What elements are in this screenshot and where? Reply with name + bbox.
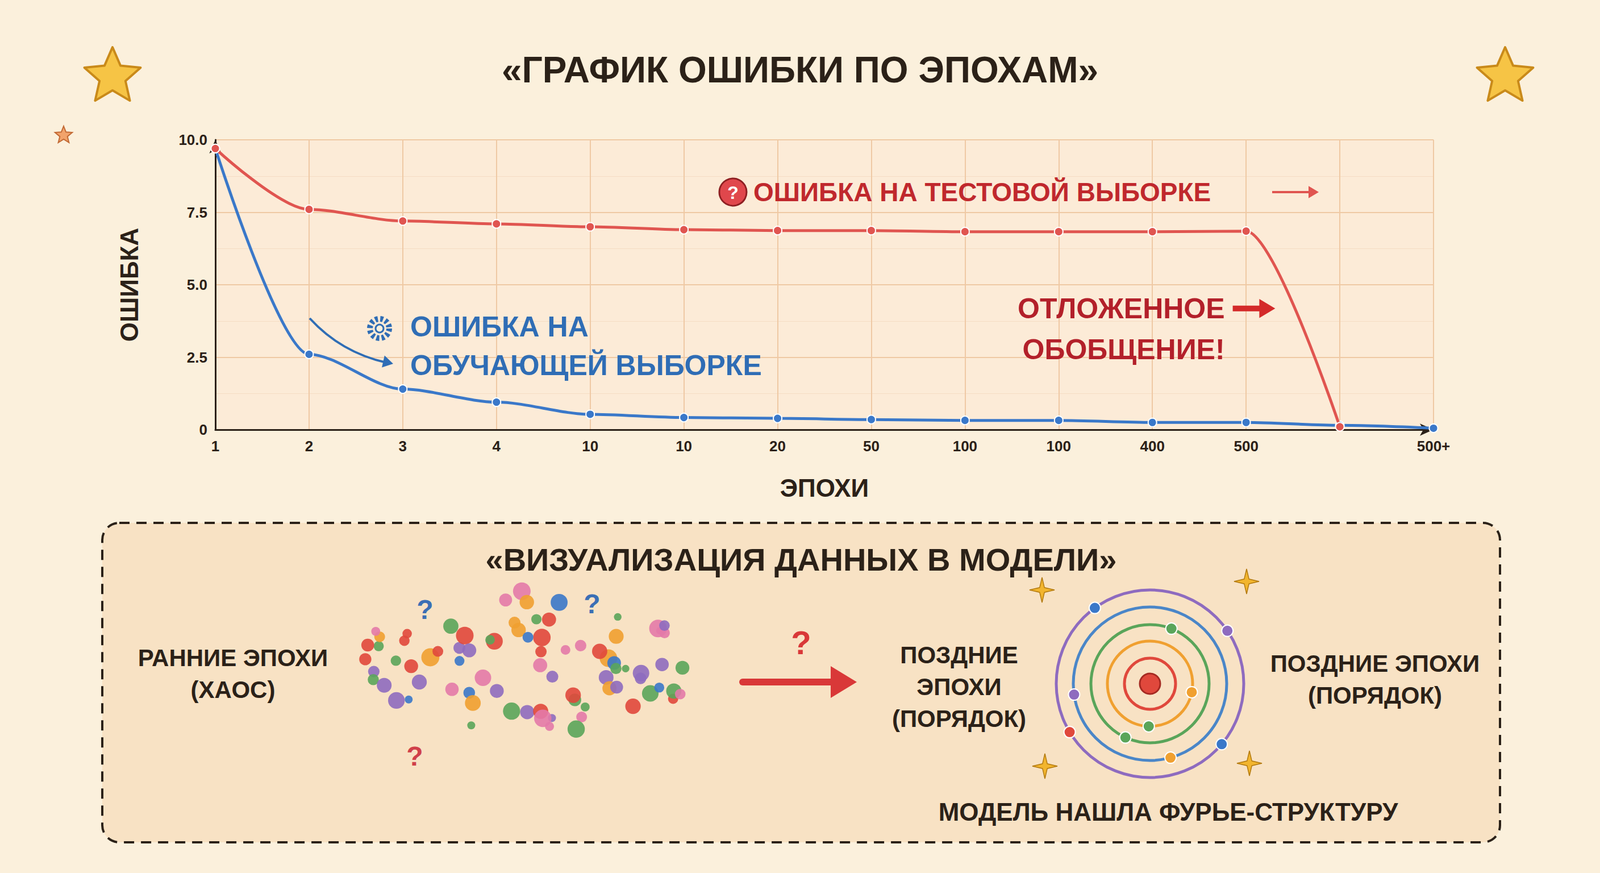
svg-text:10: 10 bbox=[675, 437, 693, 455]
svg-text:(ПОРЯДОК): (ПОРЯДОК) bbox=[1307, 681, 1443, 709]
svg-text:ЭПОХИ: ЭПОХИ bbox=[780, 473, 869, 502]
svg-text:1: 1 bbox=[211, 437, 220, 455]
svg-text:10.0: 10.0 bbox=[178, 131, 208, 149]
svg-text:2.5: 2.5 bbox=[186, 348, 208, 366]
svg-text:7.5: 7.5 bbox=[186, 203, 208, 222]
svg-text:100: 100 bbox=[952, 437, 978, 455]
svg-text:?: ? bbox=[406, 740, 423, 772]
svg-text:РАННИЕ ЭПОХИ: РАННИЕ ЭПОХИ bbox=[138, 644, 329, 672]
svg-text:ОШИБКА НА: ОШИБКА НА bbox=[410, 310, 589, 343]
svg-text:10: 10 bbox=[581, 437, 599, 455]
svg-text:ПОЗДНИЕ ЭПОХИ: ПОЗДНИЕ ЭПОХИ bbox=[1270, 650, 1481, 677]
svg-text:МОДЕЛЬ НАШЛА ФУРЬЕ-СТРУКТУРУ: МОДЕЛЬ НАШЛА ФУРЬЕ-СТРУКТУРУ bbox=[938, 797, 1399, 826]
svg-text:0: 0 bbox=[199, 421, 208, 439]
svg-text:4: 4 bbox=[492, 437, 502, 455]
svg-text:ОБОБЩЕНИЕ!: ОБОБЩЕНИЕ! bbox=[1022, 333, 1225, 366]
svg-text:(ХАОС): (ХАОС) bbox=[190, 676, 276, 703]
svg-text:?: ? bbox=[790, 623, 811, 661]
svg-text:3: 3 bbox=[398, 437, 407, 455]
svg-text:ЭПОХИ: ЭПОХИ bbox=[916, 673, 1002, 700]
svg-text:(ПОРЯДОК): (ПОРЯДОК) bbox=[892, 705, 1027, 732]
svg-text:50: 50 bbox=[863, 437, 880, 455]
svg-text:2: 2 bbox=[305, 437, 314, 455]
svg-text:500: 500 bbox=[1233, 437, 1258, 455]
svg-text:?: ? bbox=[727, 182, 739, 203]
svg-text:«ВИЗУАЛИЗАЦИЯ ДАННЫХ В МОДЕЛИ»: «ВИЗУАЛИЗАЦИЯ ДАННЫХ В МОДЕЛИ» bbox=[485, 541, 1118, 578]
svg-text:ОТЛОЖЕННОЕ: ОТЛОЖЕННОЕ bbox=[1017, 292, 1225, 325]
svg-text:?: ? bbox=[583, 588, 600, 619]
svg-text:20: 20 bbox=[769, 437, 786, 455]
svg-text:«ГРАФИК ОШИБКИ ПО ЭПОХАМ»: «ГРАФИК ОШИБКИ ПО ЭПОХАМ» bbox=[501, 49, 1099, 91]
svg-text:500+: 500+ bbox=[1417, 437, 1451, 455]
svg-text:ПОЗДНИЕ: ПОЗДНИЕ bbox=[900, 641, 1019, 669]
svg-text:ОШИБКА: ОШИБКА bbox=[115, 227, 144, 342]
svg-text:ОШИБКА НА ТЕСТОВОЙ ВЫБОРКЕ: ОШИБКА НА ТЕСТОВОЙ ВЫБОРКЕ bbox=[753, 177, 1211, 207]
svg-text:100: 100 bbox=[1046, 437, 1072, 455]
svg-text:ОБУЧАЮЩЕЙ ВЫБОРКЕ: ОБУЧАЮЩЕЙ ВЫБОРКЕ bbox=[410, 348, 762, 382]
svg-text:5.0: 5.0 bbox=[186, 276, 208, 294]
svg-text:400: 400 bbox=[1140, 437, 1165, 455]
svg-text:?: ? bbox=[416, 594, 433, 625]
